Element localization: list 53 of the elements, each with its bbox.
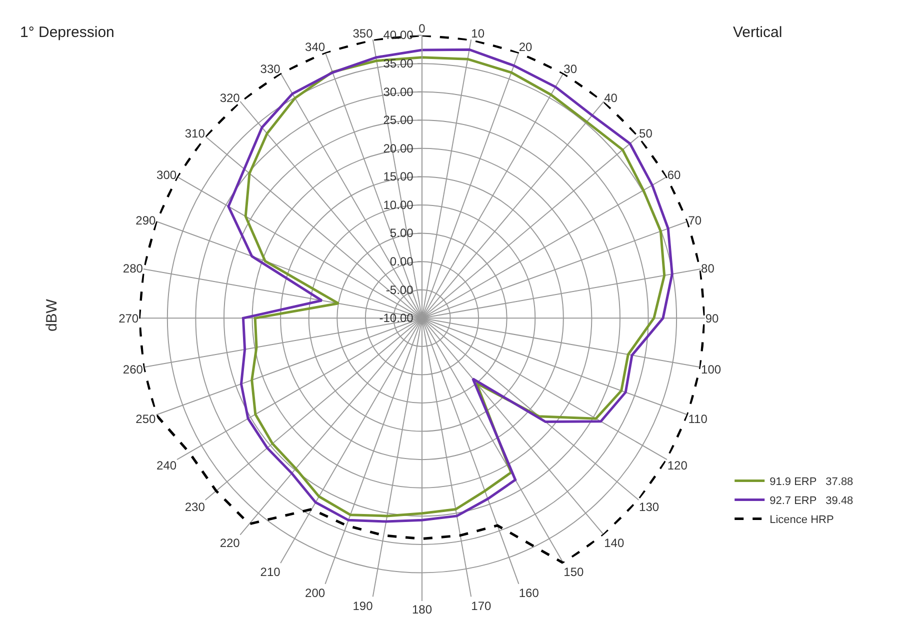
spoke-label: 60 (667, 168, 682, 182)
spoke-label: 310 (184, 126, 206, 141)
spoke-label: 180 (412, 602, 432, 617)
text: dBW (44, 298, 61, 332)
y-tick-label: 10.00 (383, 198, 414, 212)
spoke-label: 190 (352, 598, 374, 613)
y-tick-label: -10.00 (379, 311, 414, 326)
spoke-label: 270 (118, 311, 139, 326)
legend-label: Licence HRP (770, 514, 834, 526)
spoke-label: 100 (701, 362, 722, 377)
spoke-label: 220 (220, 536, 240, 550)
spoke-label: 320 (220, 90, 240, 105)
y-tick-label: 40.00 (383, 28, 414, 42)
spoke-label: 280 (122, 262, 144, 276)
y-tick-label: 15.00 (383, 170, 414, 184)
spoke-label: 230 (184, 500, 206, 514)
spoke-label: 200 (305, 586, 326, 600)
spoke-label: 90 (705, 311, 720, 326)
spoke-label: 210 (260, 565, 281, 580)
spoke-label: 120 (667, 458, 688, 472)
y-tick-label: -5.00 (386, 282, 414, 297)
y-tick-label: 20.00 (383, 141, 414, 156)
legend-label: 92.7 ERP 39.48 (770, 494, 854, 507)
y-tick-label: 0.00 (390, 254, 414, 268)
spoke-label: 330 (260, 62, 281, 76)
legend-label: 91.9 ERP 37.88 (770, 476, 854, 488)
spoke-label: 170 (471, 598, 492, 613)
spoke-label: 250 (136, 412, 156, 426)
spoke-label: 80 (701, 262, 715, 276)
spoke-label: 140 (604, 536, 624, 550)
text: 1° Depression (20, 24, 114, 41)
y-tick-label: 5.00 (390, 226, 414, 240)
spoke-label: 240 (156, 458, 177, 472)
spoke-label: 10 (471, 26, 485, 40)
spoke-label: 40 (604, 90, 618, 105)
spoke-label: 160 (518, 586, 540, 600)
spoke-label: 300 (156, 168, 177, 182)
spoke-label: 350 (352, 26, 374, 40)
spoke-label: 30 (564, 62, 578, 76)
spoke-label: 150 (564, 565, 584, 580)
spoke-label: 20 (518, 40, 533, 54)
y-tick-label: 35.00 (383, 56, 414, 70)
y-tick-label: 30.00 (383, 84, 414, 99)
spoke-label: 130 (639, 500, 660, 514)
spoke-label: 260 (122, 362, 144, 377)
spoke-label: 0 (418, 21, 426, 36)
text: Vertical (733, 24, 782, 41)
spoke-label: 290 (136, 213, 156, 228)
spoke-label: 70 (688, 213, 702, 228)
y-tick-label: 25.00 (383, 113, 414, 128)
spoke-label: 50 (639, 126, 653, 141)
spoke-label: 340 (305, 40, 326, 54)
spoke-label: 110 (688, 412, 708, 426)
